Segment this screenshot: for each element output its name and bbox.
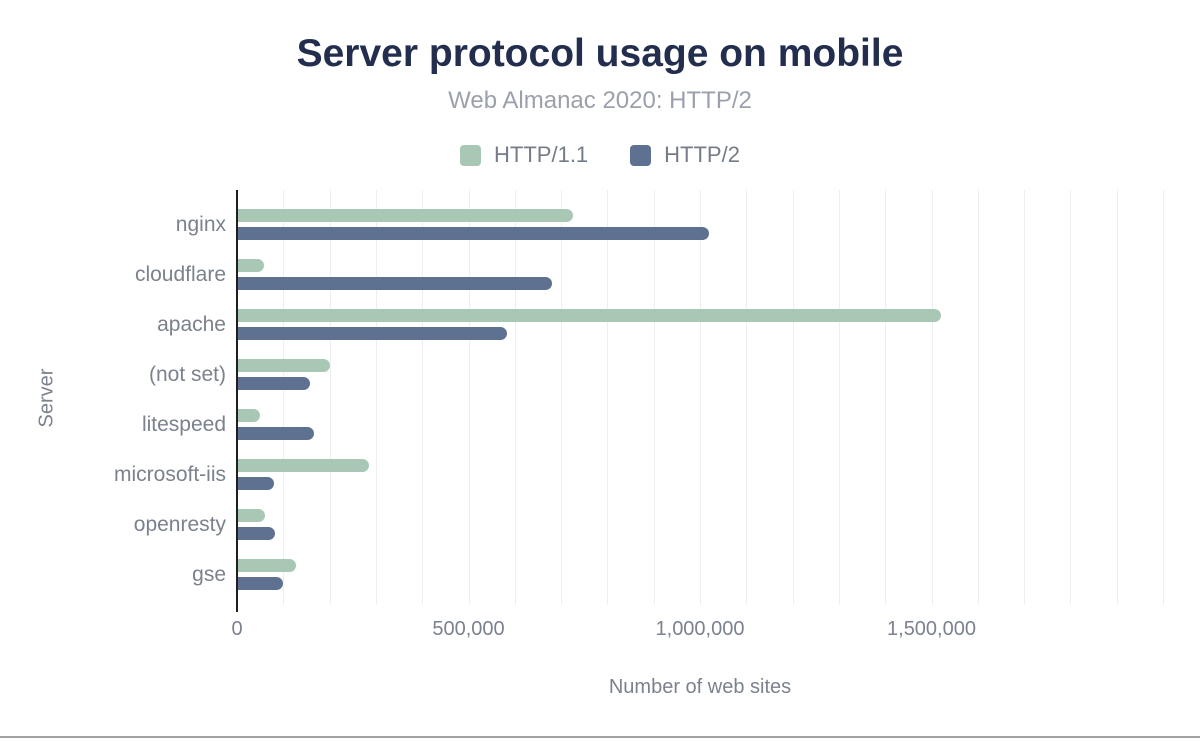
gridline [1116,190,1118,605]
legend-item-http-2: HTTP/2 [630,142,740,168]
category-label-microsoft-iis: microsoft-iis [113,463,226,486]
bar-gse-http-2 [237,577,284,590]
category-label-not-set: (not set) [148,363,226,386]
legend: HTTP/1.1 HTTP/2 [0,142,1200,168]
bar-openresty-http-2 [237,527,275,540]
x-axis-tick-labels: 0 500,000 1,000,000 1,500,000 [231,618,1163,644]
gridline [422,190,424,605]
x-tick-label-1-000-000: 1,000,000 [655,618,745,640]
legend-label: HTTP/1.1 [494,142,589,167]
y-axis-category-labels: nginx cloudflare apache (not set) litespeed m… [0,190,226,605]
bar-nginx-http-1.1 [237,209,573,222]
gridline [977,190,979,605]
bar-apache-http-1.1 [237,309,942,322]
x-axis-title: Number of web sites [608,676,792,698]
gridline [607,190,609,605]
gridline [514,190,516,605]
gridline [838,190,840,605]
category-label-nginx: nginx [175,213,226,236]
category-label-openresty: openresty [133,513,226,536]
y-axis-line [236,190,238,612]
chart-subtitle: Web Almanac 2020: HTTP/2 [448,87,752,114]
gridline [1024,190,1026,605]
bar-litespeed-http-2 [237,427,315,440]
bar-litespeed-http-1.1 [237,409,260,422]
bar-not-set-http-1.1 [237,359,330,372]
legend-swatch-http-2 [630,144,652,166]
bar-gse-http-1.1 [237,559,297,572]
gridline [792,190,794,605]
category-label-litespeed: litespeed [141,413,226,436]
x-tick-label-0: 0 [231,618,243,640]
bar-not-set-http-2 [237,377,311,390]
gridline [1070,190,1072,605]
category-label-gse: gse [192,563,226,586]
gridline [329,190,331,605]
legend-item-http-1.1: HTTP/1.1 [460,142,588,168]
plot-area [237,190,1164,605]
category-label-cloudflare: cloudflare [134,263,226,286]
gridline [746,190,748,605]
gridline [283,190,285,605]
legend-swatch-http-1.1 [460,144,482,166]
gridline [653,190,655,605]
gridline [700,190,701,605]
bar-nginx-http-2 [237,227,710,240]
x-tick-label-500-000: 500,000 [432,618,505,640]
gridline [931,190,933,605]
bar-cloudflare-http-1.1 [237,259,264,272]
bottom-divider [0,736,1200,738]
bar-cloudflare-http-2 [237,277,552,290]
bar-apache-http-2 [237,327,507,340]
gridline [1163,190,1164,605]
legend-label: HTTP/2 [664,142,740,167]
gridline [468,190,470,605]
x-tick-label-1-500-000: 1,500,000 [887,618,976,640]
bar-microsoft-iis-http-1.1 [237,459,369,472]
gridline [561,190,563,605]
gridline [375,190,377,605]
category-label-apache: apache [157,313,226,336]
chart-title: Server protocol usage on mobile [296,32,904,75]
bar-openresty-http-1.1 [237,509,265,522]
bar-microsoft-iis-http-2 [237,477,274,490]
gridline [885,190,887,605]
